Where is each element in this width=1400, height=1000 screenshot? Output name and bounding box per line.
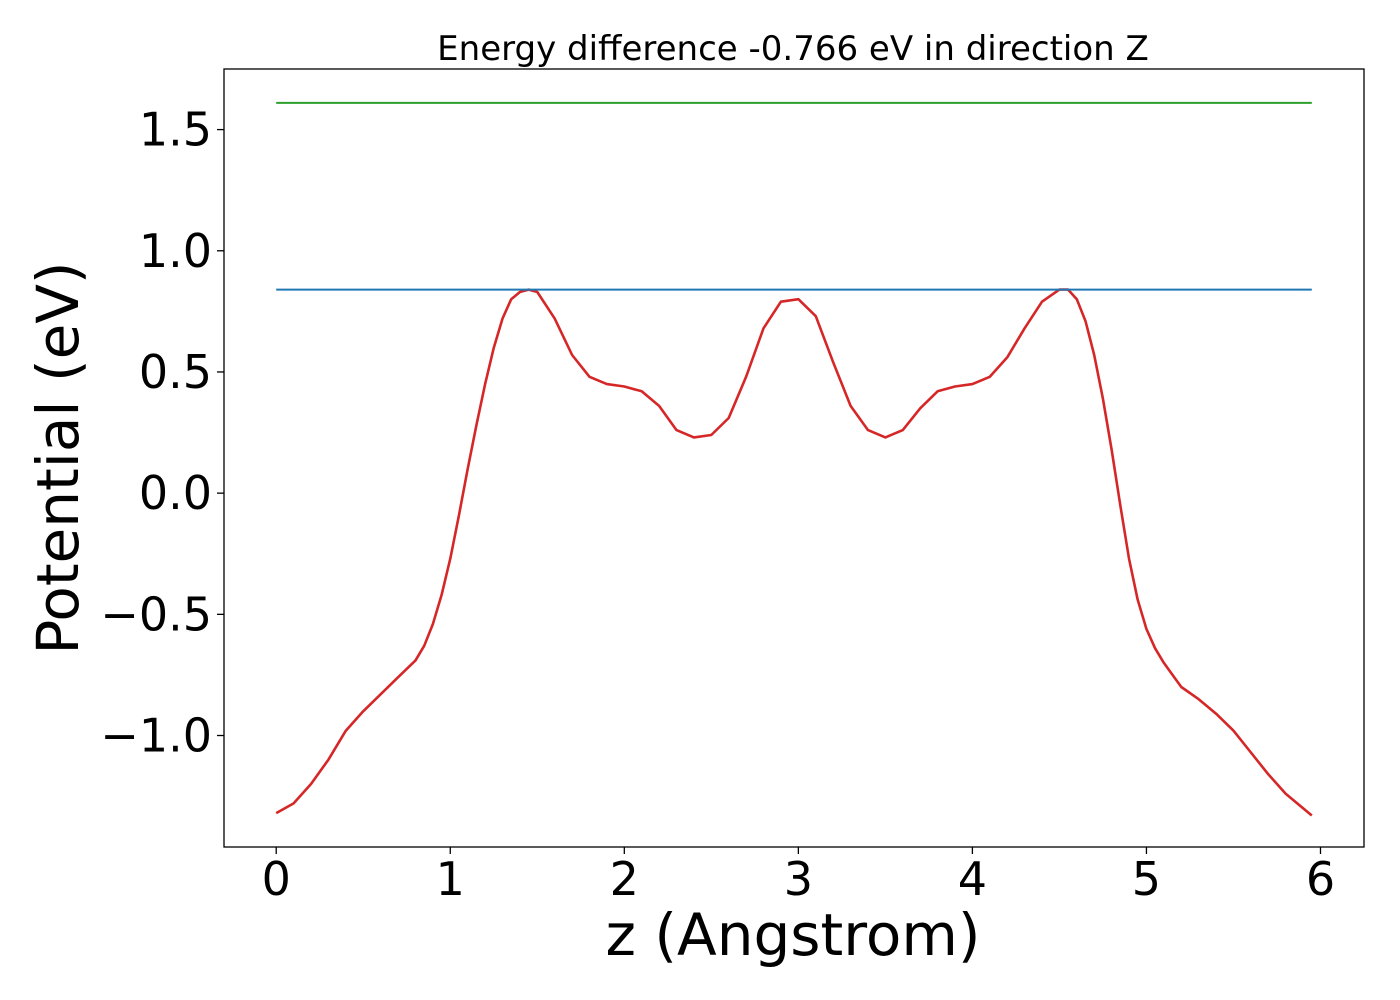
- x-ticks: 0 1 2 3 4 5 6: [262, 847, 1335, 906]
- chart-title: Energy difference -0.766 eV in direction…: [437, 29, 1149, 69]
- series-line-0: [275, 288, 1313, 817]
- y-axis-label: Potential (eV): [24, 261, 92, 654]
- series-layer: [275, 101, 1313, 817]
- x-tick-label-3: 3: [784, 852, 813, 906]
- x-tick-label-4: 4: [958, 852, 987, 906]
- y-ticks: −1.0 −0.5 0.0 0.5 1.0 1.5: [100, 103, 224, 763]
- x-tick-label-2: 2: [610, 852, 639, 906]
- y-tick-label-5: 1.5: [139, 103, 212, 157]
- x-tick-label-0: 0: [262, 852, 291, 906]
- y-tick-label-1: −0.5: [100, 587, 212, 641]
- y-tick-label-0: −1.0: [100, 709, 212, 763]
- x-tick-label-5: 5: [1132, 852, 1161, 906]
- y-tick-label-3: 0.5: [139, 345, 212, 399]
- plot-area: 0 1 2 3 4 5 6 −1.0 −0.5 0.0 0.5 1.0 1.5: [100, 68, 1365, 906]
- x-axis-label: z (Angstrom): [606, 901, 981, 969]
- y-tick-label-4: 1.0: [139, 224, 212, 278]
- x-tick-label-1: 1: [436, 852, 465, 906]
- y-tick-label-2: 0.0: [139, 466, 212, 520]
- x-tick-label-6: 6: [1306, 852, 1335, 906]
- axes-frame: [223, 68, 1365, 848]
